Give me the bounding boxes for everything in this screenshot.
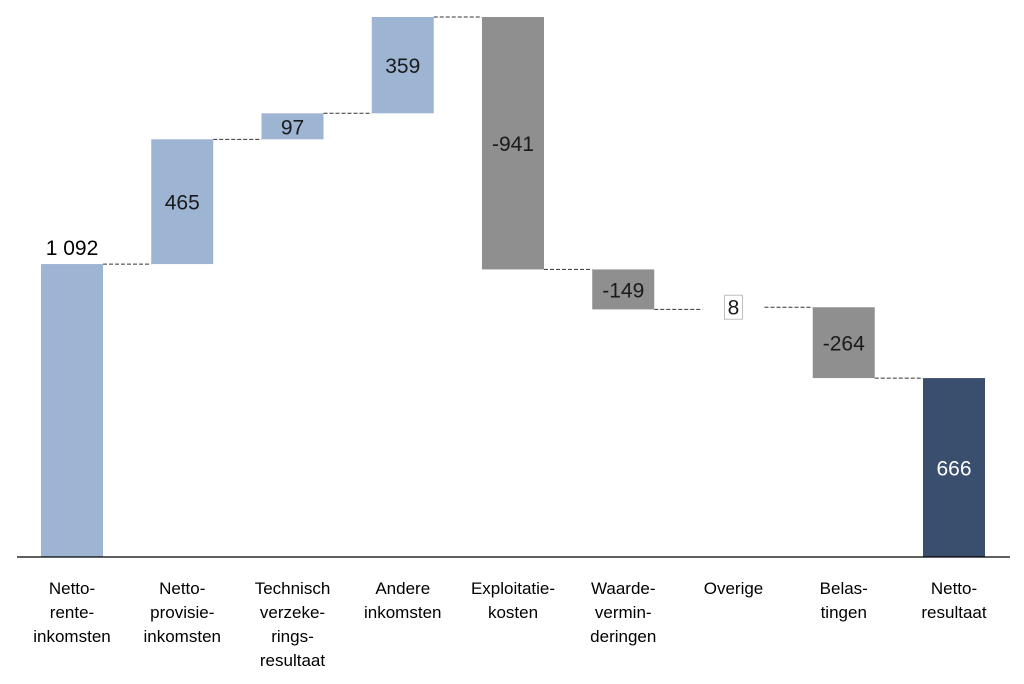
data-label: 97 [281, 116, 304, 139]
bar [812, 307, 875, 379]
bar [923, 378, 985, 557]
data-label: 1 092 [46, 237, 99, 260]
data-label: -264 [823, 333, 865, 356]
x-tick-label: Overige [704, 579, 764, 598]
bar [592, 269, 655, 310]
x-tick-label: Andere inkomsten [364, 579, 441, 622]
data-label: -941 [492, 133, 534, 156]
bar [724, 294, 743, 320]
x-tick-label: Netto-provisie-inkomsten [144, 579, 221, 646]
bar [41, 264, 103, 557]
data-label: 8 [728, 296, 740, 319]
data-label: 666 [936, 458, 971, 481]
bar [482, 17, 544, 270]
x-tick-label: Technisch verzeke-rings-resultaat [255, 579, 331, 670]
x-tick-label: Netto-resultaat [921, 579, 986, 622]
bar [261, 113, 324, 140]
x-tick-label: Belas-tingen [820, 579, 868, 622]
x-tick-label: Exploitatie-kosten [471, 579, 555, 622]
data-label: 359 [385, 55, 420, 78]
bar [371, 17, 434, 114]
bar [151, 139, 214, 265]
data-label: -149 [602, 279, 644, 302]
data-label: 465 [165, 192, 200, 215]
x-tick-label: Netto-rente-inkomsten [33, 579, 110, 646]
x-tick-label: Waarde-vermin-deringen [590, 579, 656, 646]
